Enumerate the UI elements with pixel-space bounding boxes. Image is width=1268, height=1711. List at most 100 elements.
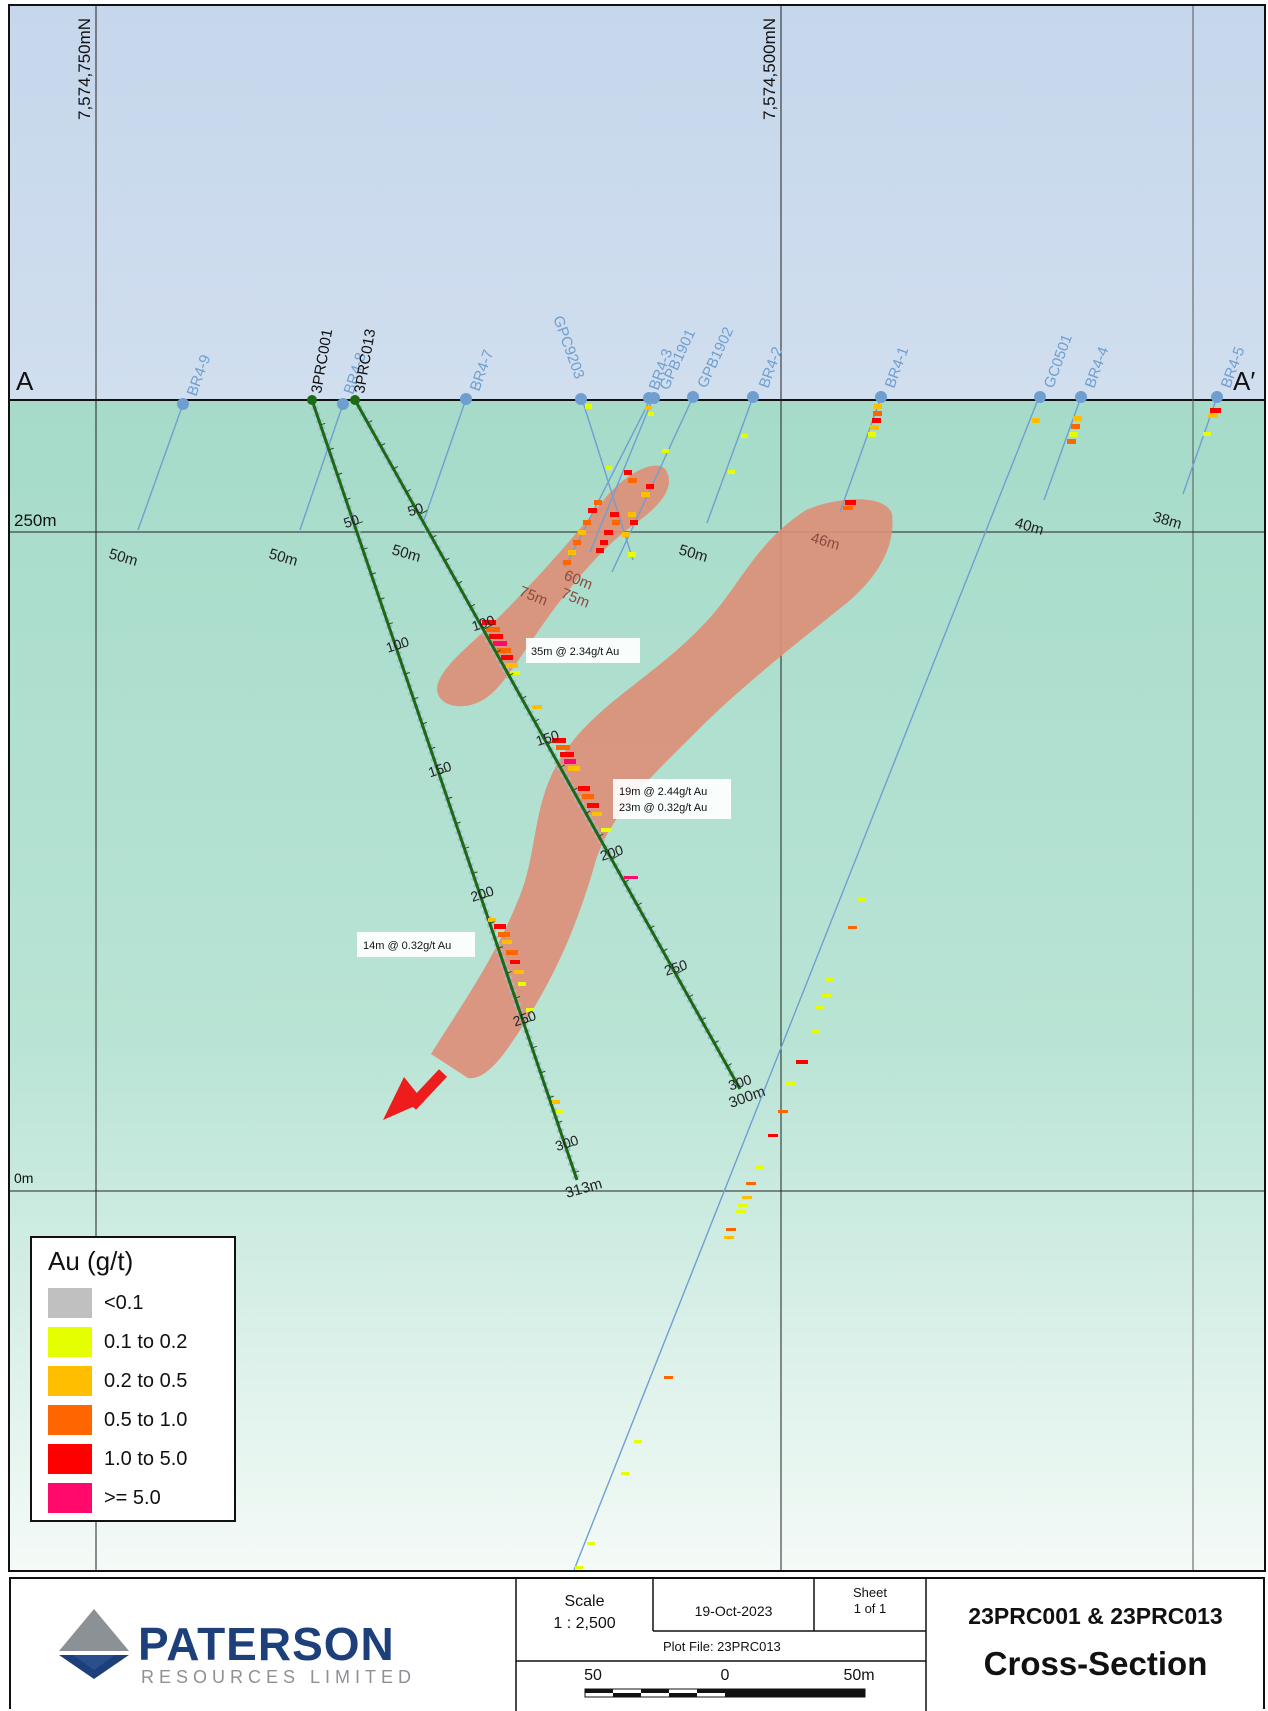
trace-tick [714,1040,719,1044]
trace-br4-5 [1182,396,1218,495]
trace-tick [574,1170,580,1173]
trace-tick [649,925,655,929]
ore-zone-lower [431,499,893,1079]
trace-tick [483,624,492,631]
collar-gc0501 [1034,391,1046,403]
trace-tick [345,497,351,501]
historic-assay-marks [563,404,1221,1569]
trace-tick [362,547,368,550]
trace-br4-3 [564,397,652,568]
trace-tick [534,718,540,722]
trace-tick [531,1045,538,1049]
trace-tick [457,580,463,585]
section-title: Cross-Section [983,1645,1208,1682]
northing-label-2: 7,574,500mN [760,18,779,120]
legend-swatch [48,1327,92,1357]
trace-23prc001 [310,399,579,1181]
trace-tick-label: 100 [470,612,497,635]
legend-swatch [48,1444,92,1474]
scalebar-right-label: 50m [843,1667,875,1684]
trace-tick [489,921,495,924]
trace-tick [396,645,406,650]
collar-gpb1902 [687,391,699,403]
legend-item-1-0-to-5-0: 1.0 to 5.0 [48,1444,228,1476]
sheet-value: 1 of 1 [853,1601,887,1616]
title-block: PATERSON RESOURCES LIMITED Scale 1 : 2,5… [9,1577,1265,1711]
legend-swatch [48,1405,92,1435]
trace-tick [455,821,461,825]
au-grade-legend: Au (g/t) <0.1 0.1 to 0.2 0.2 to 0.5 0.5 … [30,1236,236,1522]
collar-gpc9203 [575,393,587,405]
trace-tick [515,996,521,999]
trace-tick [418,510,428,516]
trace-tick [438,770,448,775]
intercept-box-2 [613,779,731,819]
collar-br4-5 [1211,391,1223,403]
trace-tick [565,1144,575,1149]
legend-label: >= 5.0 [104,1487,161,1509]
ore-zone-upper [436,465,669,707]
legend-item-0-2-to-0-5: 0.2 to 0.5 [48,1366,228,1398]
cross-section-figure: A A′ 7,574,750mN 7,574,500mN 250m 0m BR4… [8,4,1266,1572]
intercept-annotations: 35m @ 2.34g/t Au 19m @ 2.44g/t Au 23m @ … [357,638,731,957]
collar-3prc001 [307,395,317,405]
collar-gpb1901 [648,392,660,404]
legend-label: 0.2 to 0.5 [104,1370,188,1392]
trace-tick-label: 200 [598,841,625,864]
section-end-a-prime: A′ [1233,366,1255,396]
elevation-label-0: 0m [14,1170,33,1186]
trace-tick [444,557,450,562]
collar-markers [177,391,1223,410]
elevation-label-250: 250m [14,511,57,530]
trace-tick-label: 50 [405,499,425,519]
trace-tick [540,1070,546,1074]
trace-tick [354,521,364,526]
intercept-label-3: 14m @ 0.32g/t Au [363,940,451,952]
trace-br4-7 [422,398,467,524]
trace-tick [523,1019,533,1024]
trace-tick [380,443,386,447]
scalebar [584,1688,866,1698]
trace-tick [406,488,411,493]
legend-label: 0.1 to 0.2 [104,1331,188,1353]
company-subtitle: RESOURCES LIMITED [141,1667,417,1687]
trace-tick [547,739,556,745]
trace-tick [598,833,604,837]
scale-label: Scale [564,1593,605,1610]
trace-br4-8 [299,403,344,531]
trace-tick [328,447,334,451]
trace-br4-1 [839,396,882,513]
legend-swatch [48,1483,92,1513]
trace-tick [431,534,437,539]
trace-tick [470,603,476,608]
trace-gpb1901 [589,397,654,553]
collar-br4-9 [177,398,189,410]
intercept-box-3 [357,932,475,957]
collar-br4-1 [875,391,887,403]
trace-tick [371,572,377,575]
trace-tick [688,994,694,998]
trace-tick [472,871,478,874]
legend-item-0-5-to-1-0: 0.5 to 1.0 [48,1405,228,1437]
trace-tick [388,622,394,625]
trace-tick [506,971,512,974]
scale-value: 1 : 2,500 [553,1615,616,1632]
trace-tick [585,810,591,814]
trace-tick [393,466,399,470]
paterson-logo-icon [59,1609,129,1679]
trace-tick [430,746,436,750]
collar-br4-7 [460,393,472,405]
trace-gc0501 [573,396,1040,1571]
trace-tick-marks: 50 100 150 200 250 300 50 100 150 200 250 300 [320,420,754,1173]
plot-date: 19-Oct-2023 [694,1603,773,1619]
title-block-grid [59,1579,927,1711]
trace-tick [481,895,491,899]
trace-tick [508,672,514,677]
trace-tick [557,1120,563,1124]
legend-item-0-1-to-0-2: 0.1 to 0.2 [48,1327,228,1359]
trace-tick-label: 300 [726,1071,753,1094]
air-zone [10,6,1264,400]
trace-tick [521,695,527,700]
trace-tick [464,846,470,850]
trace-tick [413,696,419,700]
